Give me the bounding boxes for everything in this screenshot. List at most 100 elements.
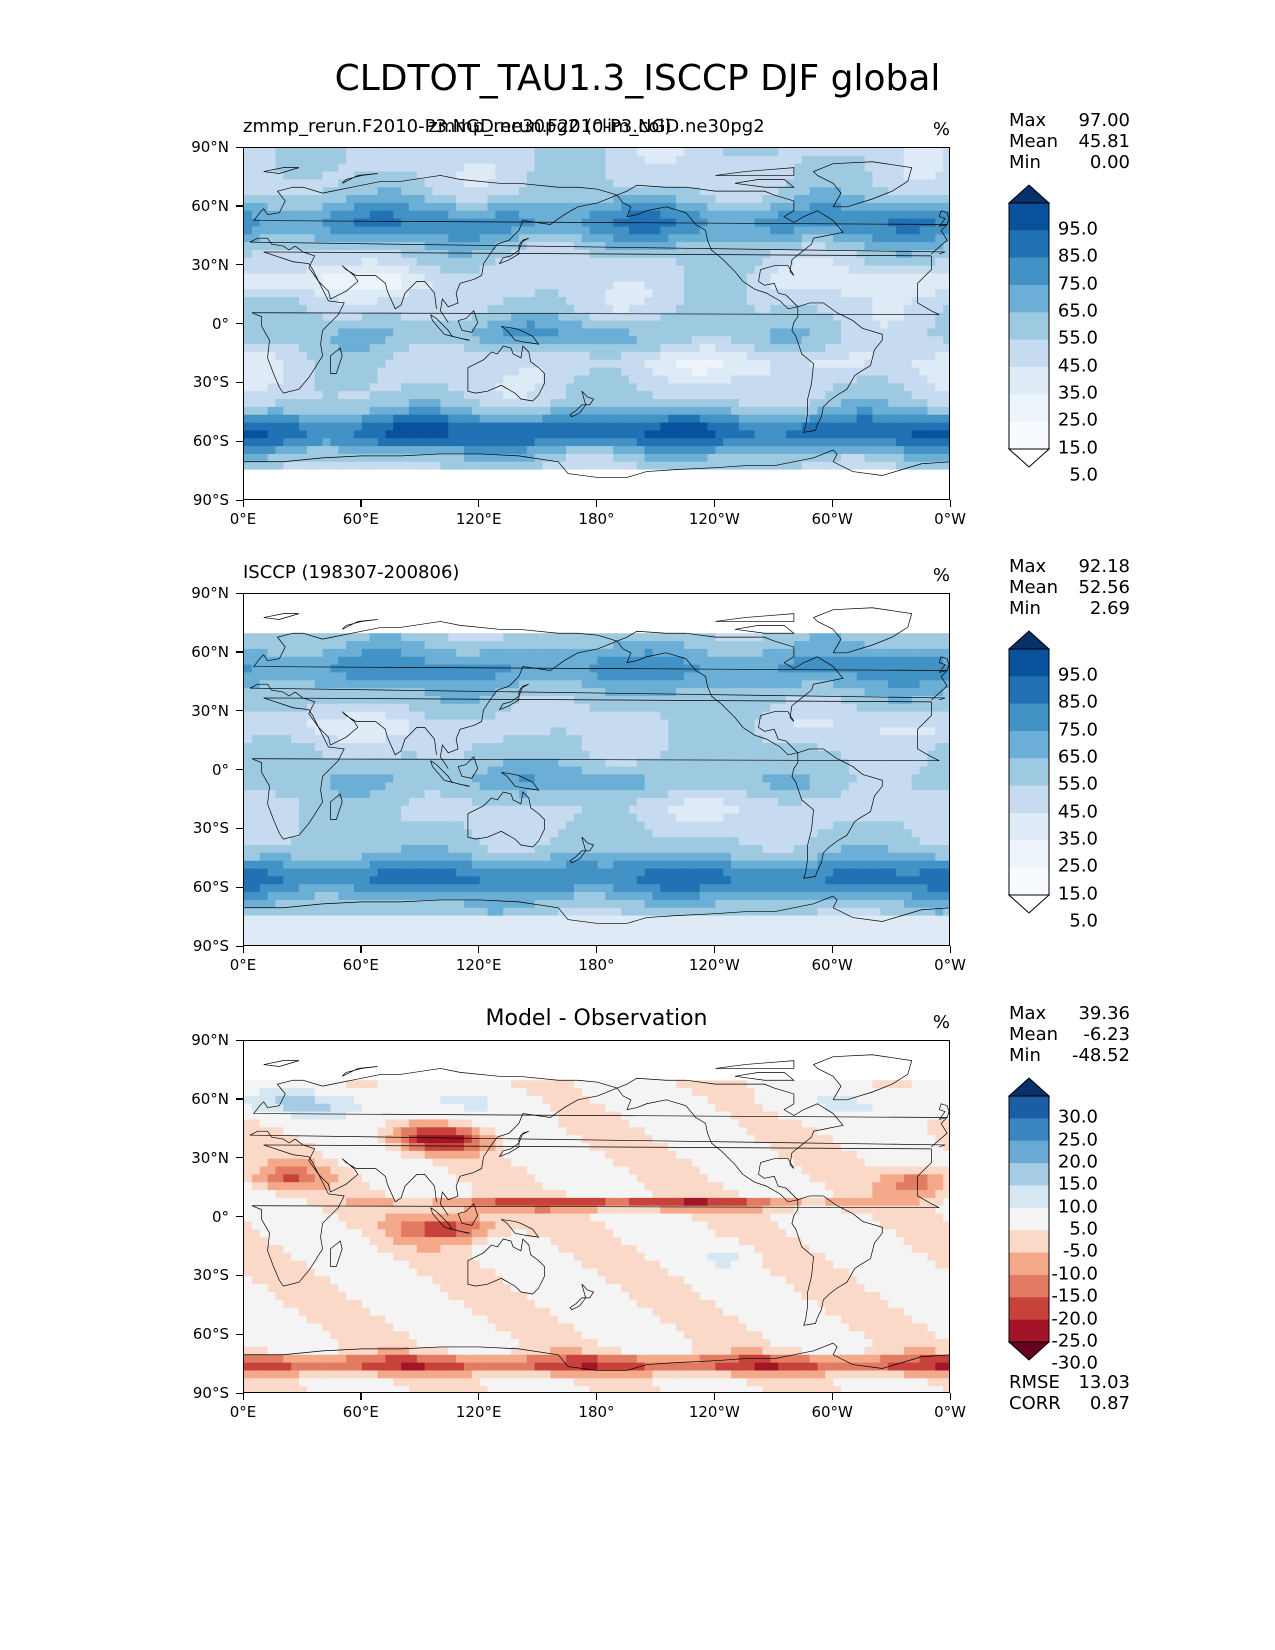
field-cell xyxy=(770,234,779,243)
field-cell xyxy=(448,414,457,423)
field-cell xyxy=(652,265,661,274)
field-cell xyxy=(636,344,646,353)
field-cell xyxy=(817,648,826,658)
field-cell xyxy=(770,430,779,439)
field-cell xyxy=(699,202,708,212)
field-cell xyxy=(573,367,583,376)
field-cell xyxy=(369,148,378,157)
field-cell xyxy=(825,414,834,423)
field-cell xyxy=(888,406,897,416)
field-cell xyxy=(864,297,873,306)
field-cell xyxy=(408,249,418,259)
field-cell xyxy=(825,601,834,611)
field-cell xyxy=(581,351,591,361)
field-cell xyxy=(888,453,897,463)
field-cell xyxy=(660,446,669,455)
field-cell xyxy=(526,273,536,282)
field-cell xyxy=(848,171,858,180)
field-cell xyxy=(463,399,473,408)
field-cell xyxy=(636,234,646,243)
field-cell xyxy=(369,391,378,400)
field-cell xyxy=(919,453,928,463)
field-cell xyxy=(731,438,740,447)
field-cell xyxy=(793,656,803,665)
field-cell xyxy=(605,406,614,416)
field-cell xyxy=(361,461,371,471)
field-cell xyxy=(896,648,905,658)
field-cell xyxy=(244,328,253,337)
field-cell xyxy=(503,641,512,650)
field-cell xyxy=(652,641,661,650)
field-cell xyxy=(731,391,740,400)
field-cell xyxy=(353,265,363,274)
field-cell xyxy=(322,257,331,267)
field-cell xyxy=(943,202,949,212)
field-cell xyxy=(456,406,465,416)
field-cell xyxy=(401,648,410,658)
field-cell xyxy=(511,383,520,392)
field-cell xyxy=(346,257,355,267)
field-cell xyxy=(872,312,881,321)
field-cell xyxy=(896,249,905,259)
field-cell xyxy=(456,477,465,486)
field-cell xyxy=(833,257,842,267)
field-cell xyxy=(676,202,685,212)
field-cell xyxy=(298,399,308,408)
field-cell xyxy=(385,289,394,298)
field-cell xyxy=(762,148,771,157)
field-cell xyxy=(542,422,551,431)
field-cell xyxy=(589,391,598,400)
field-cell xyxy=(283,265,292,274)
field-cell xyxy=(306,461,316,471)
field-cell xyxy=(408,336,418,345)
field-cell xyxy=(864,493,873,499)
field-cell xyxy=(723,485,732,494)
field-cell xyxy=(778,328,787,337)
field-cell xyxy=(699,594,708,603)
field-cell xyxy=(283,226,292,235)
field-cell xyxy=(864,656,873,665)
field-cell xyxy=(833,218,842,227)
field-cell xyxy=(377,202,386,212)
field-cell xyxy=(259,493,268,499)
field-cell xyxy=(597,609,606,618)
field-cell xyxy=(793,289,803,298)
field-cell xyxy=(581,633,591,642)
field-cell xyxy=(613,297,622,306)
field-cell xyxy=(801,594,810,603)
field-cell xyxy=(330,234,339,243)
field-cell xyxy=(762,273,771,282)
field-cell xyxy=(298,226,308,235)
field-cell xyxy=(699,163,708,172)
field-cell xyxy=(738,312,748,321)
field-cell xyxy=(613,422,622,431)
field-cell xyxy=(683,257,693,267)
field-cell xyxy=(809,477,818,486)
field-cell xyxy=(298,446,308,455)
field-cell xyxy=(259,453,268,463)
field-cell xyxy=(393,375,402,384)
field-cell xyxy=(440,367,449,376)
field-cell xyxy=(353,234,363,243)
field-cell xyxy=(896,375,905,384)
field-cell xyxy=(738,351,748,361)
field-cell xyxy=(715,493,724,499)
field-cell xyxy=(456,609,465,618)
field-cell xyxy=(872,367,881,376)
field-cell xyxy=(738,601,748,611)
field-cell xyxy=(283,234,292,243)
field-cell xyxy=(283,312,292,321)
field-cell xyxy=(841,594,850,603)
field-cell xyxy=(691,641,701,650)
field-cell xyxy=(416,438,426,447)
field-cell xyxy=(244,336,253,345)
field-cell xyxy=(306,179,316,188)
field-cell xyxy=(424,391,433,400)
field-cell xyxy=(416,249,426,259)
field-cell xyxy=(605,601,614,611)
field-cell xyxy=(471,187,481,196)
field-cell xyxy=(841,187,850,196)
colorbar-outline xyxy=(1008,202,1050,450)
field-cell xyxy=(872,656,881,665)
field-cell xyxy=(566,438,575,447)
